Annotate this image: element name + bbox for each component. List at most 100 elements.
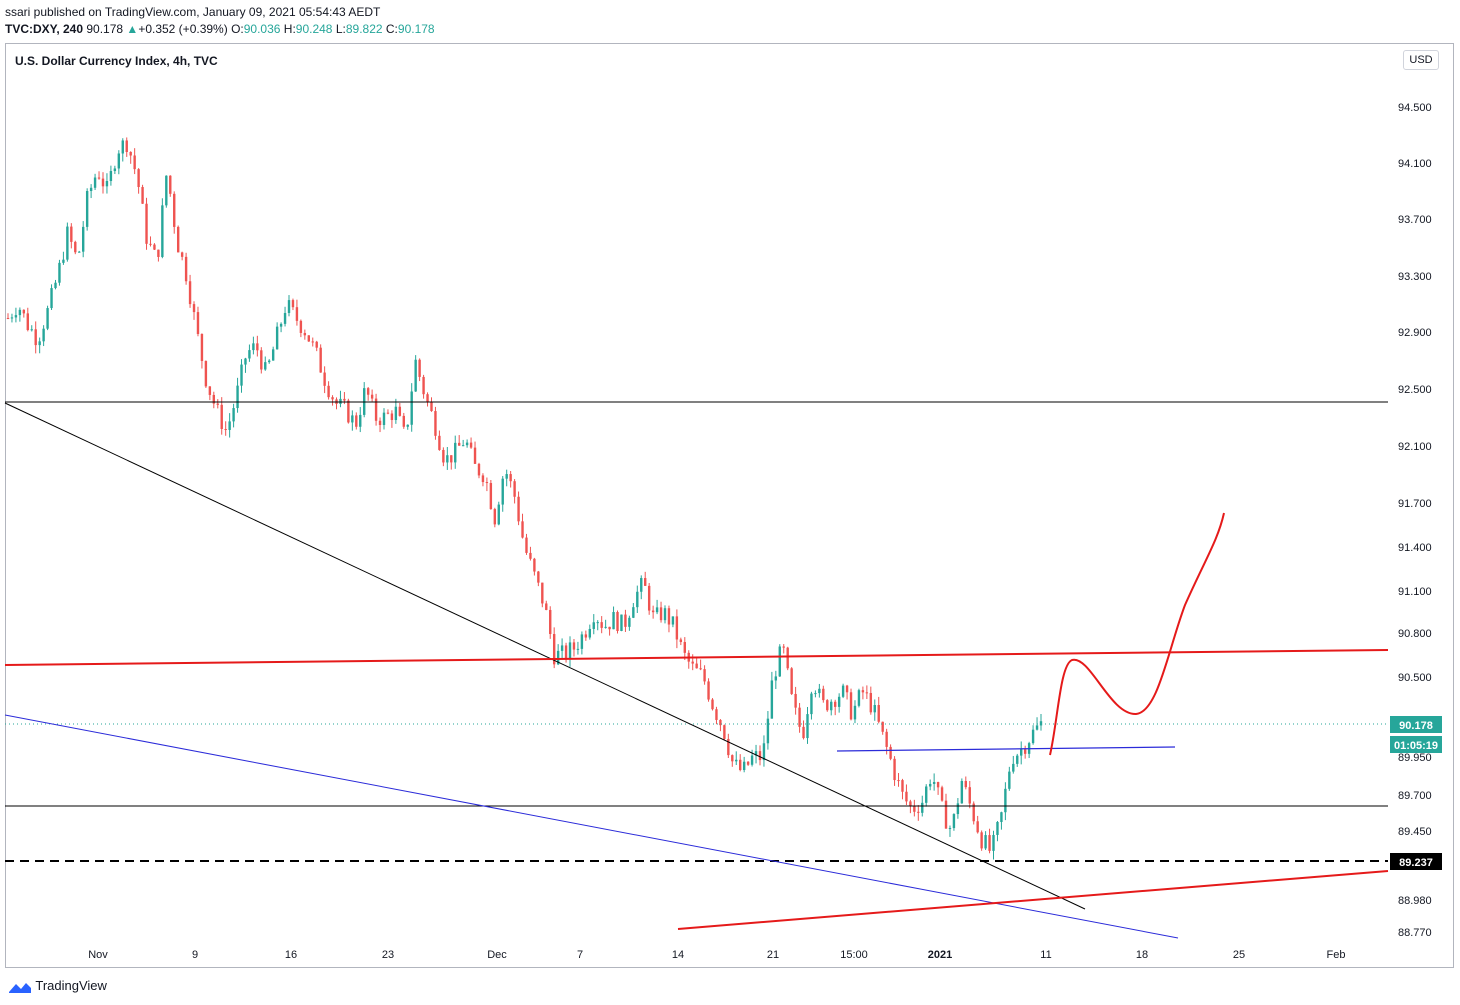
x-tick-label: 18 [1136,949,1148,961]
candle-body [505,474,508,479]
candle-body [695,663,698,669]
candle-body [414,359,417,392]
candle-body [628,617,631,627]
candle-body [750,755,754,765]
drawings-group [4,401,1389,939]
candle-body [830,701,833,711]
candle-body [663,608,667,621]
candle-body [438,435,441,450]
low-label: L: [335,22,346,36]
candle-body [497,504,500,525]
chart-frame [5,43,1454,968]
candle-body [1000,812,1003,823]
high-label: H: [283,22,296,36]
candle-body [97,177,101,179]
x-tick-label: 21 [767,949,779,961]
candle-body [149,243,152,245]
change-value: +0.352 (+0.39%) [138,22,228,36]
y-axis: 94.500 94.100 93.700 93.300 92.900 92.500 92.1… [1398,102,1432,939]
candle-body [545,603,548,610]
candle-body [802,726,805,739]
candle-body [683,642,686,653]
candle-body [74,241,77,253]
y-tick-label: 88.770 [1398,927,1432,939]
candle-body [913,805,916,812]
countdown-badge-bg [1390,736,1442,753]
candle-body [461,445,465,447]
black-trendline [4,402,1086,910]
candle-body [806,714,809,739]
candle-body [624,614,627,627]
candle-body [220,404,223,430]
candle-body [1016,755,1019,764]
candle-body [66,226,69,260]
candle-body [1023,749,1027,754]
candle-body [936,782,940,788]
candle-body [493,509,497,525]
candle-body [129,151,132,156]
candle-body [93,177,97,188]
candle-body [378,420,382,426]
candle-body [192,304,196,313]
candle-body [529,552,532,559]
candle-body [731,755,734,762]
candle-body [549,609,552,635]
candle-body [873,705,876,713]
candle-body [382,412,386,426]
candle-body [279,323,283,327]
candle-body [509,474,512,482]
candle-body [196,312,200,334]
candle-body [699,668,702,670]
candle-body [216,403,219,405]
open-label: O: [231,22,244,36]
candle-body [173,193,176,227]
tradingview-logo-icon [9,982,31,993]
candle-body [972,803,975,822]
candle-body [865,692,869,694]
candle-body [964,780,968,788]
x-axis: Nov 9 16 23 Dec 7 14 21 15:00 2021 11 18 25 Feb [88,949,1345,961]
candle-body [137,169,140,188]
candle-body [1039,721,1043,726]
candle-body [54,282,57,289]
footer-brand[interactable]: TradingView [8,978,107,994]
candle-body [525,537,528,553]
candle-body [845,685,849,693]
last-price: 90.178 [86,22,124,36]
candle-body [762,743,766,761]
candle-body [853,705,857,720]
candle-body [711,699,714,710]
candle-body [81,226,85,252]
candle-body [608,626,611,630]
candle-body [897,780,900,782]
candle-body [968,787,971,804]
candle-body [944,800,948,829]
candle-body [675,616,679,640]
currency-button[interactable]: USD [1403,50,1439,70]
candle-body [339,398,342,404]
candle-body [861,690,865,693]
published-line: ssari published on TradingView.com, Janu… [5,5,381,19]
candle-body [319,347,322,373]
candle-body [758,751,762,761]
candle-body [928,783,932,787]
candle-body [121,140,124,154]
candle-body [770,680,774,719]
candle-body [592,622,595,629]
candle-body [256,343,259,351]
candle-body [248,350,251,359]
candle-body [303,332,307,336]
candle-body [818,688,821,694]
candle-body [754,751,758,756]
y-tick-label: 91.700 [1398,498,1432,510]
candle-body [620,614,623,631]
candle-body [1020,749,1023,756]
candle-body [14,315,18,318]
candle-body [584,634,588,638]
candle-body [283,312,287,324]
candle-body [1012,763,1015,772]
candle-body [568,642,572,660]
candle-body [89,187,93,192]
candle-body [703,669,706,682]
